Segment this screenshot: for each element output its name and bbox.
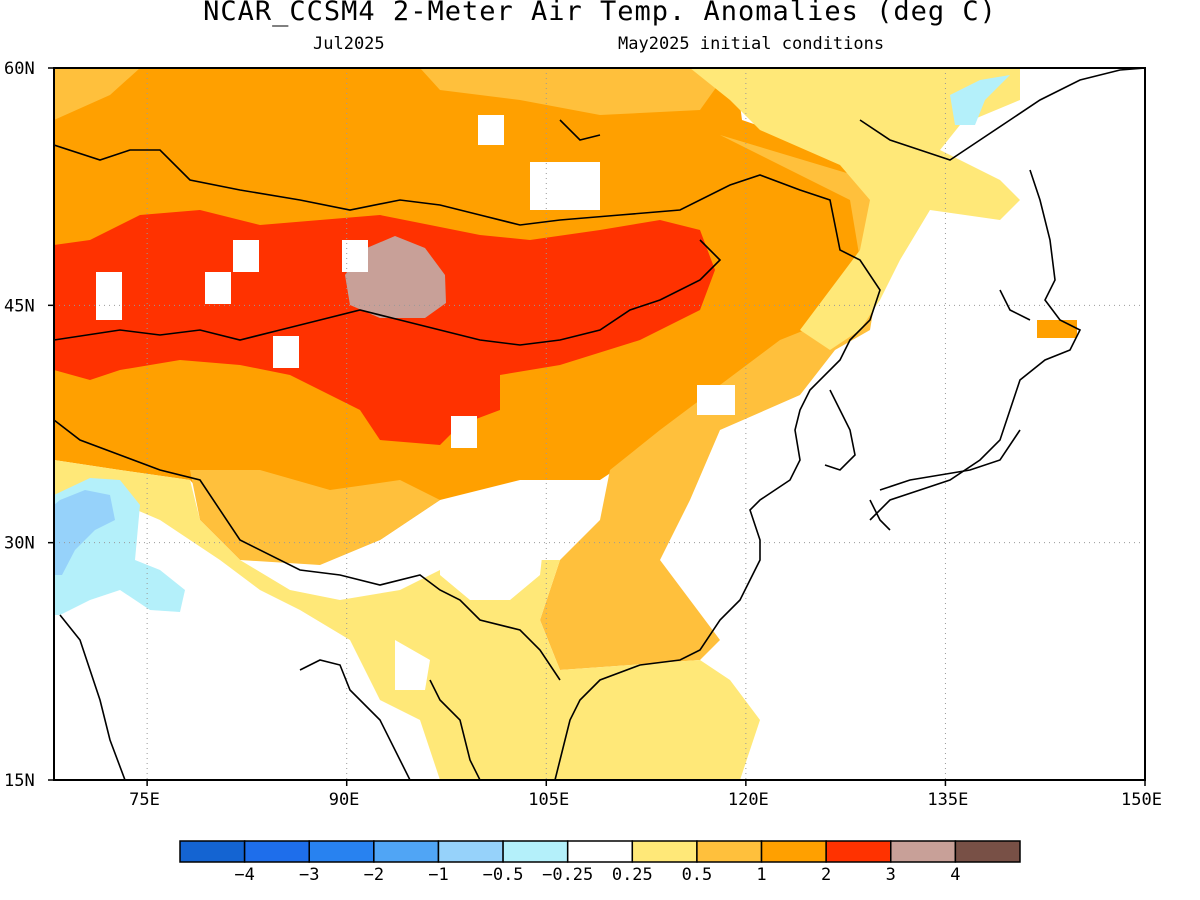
masked-cell — [342, 240, 368, 272]
masked-cell — [96, 272, 122, 320]
colorbar-swatch — [890, 840, 957, 863]
anomaly-region-3to4 — [345, 236, 446, 318]
colorbar-label: 2 — [821, 865, 831, 885]
anomaly-region-neg1to0.5 — [54, 490, 115, 575]
masked-cell — [530, 162, 600, 210]
colorbar-label: −3 — [299, 865, 319, 885]
masked-cell — [697, 385, 735, 415]
colorbar-swatch — [243, 840, 310, 863]
colorbar-label: 1 — [756, 865, 766, 885]
lon-tick-label: 105E — [528, 790, 569, 810]
initial-conditions-label: May2025 initial conditions — [618, 34, 885, 54]
masked-cell — [705, 520, 737, 550]
colorbar-swatch — [566, 840, 634, 863]
colorbar-swatch — [825, 840, 892, 863]
colorbar-swatch — [954, 840, 1021, 863]
masked-cell — [478, 115, 504, 145]
anomaly-region-2to3 — [54, 210, 715, 445]
masked-cell — [451, 416, 477, 448]
forecast-month: Jul2025 — [313, 34, 385, 54]
colorbar-label: −2 — [364, 865, 384, 885]
map-gridlines — [54, 68, 1145, 780]
lon-tick-label: 120E — [728, 790, 769, 810]
colorbar-swatch — [179, 840, 246, 863]
lat-tick-label: 45N — [4, 296, 35, 316]
masked-cell — [273, 336, 299, 368]
anomaly-region-0.5to1 — [54, 68, 900, 670]
masked-cell — [233, 240, 259, 272]
lon-tick-label: 90E — [329, 790, 360, 810]
lon-tick-label: 135E — [927, 790, 968, 810]
colorbar-label: −1 — [428, 865, 448, 885]
colorbar-label: 0.5 — [682, 865, 713, 885]
map-frame — [53, 67, 1146, 781]
anomaly-region-near-zero — [54, 505, 545, 780]
colorbar-swatch — [437, 840, 504, 863]
lon-tick-label: 150E — [1121, 790, 1162, 810]
colorbar-label: −0.25 — [542, 865, 593, 885]
lat-tick-label: 30N — [4, 534, 35, 554]
anomaly-field — [54, 68, 1145, 780]
colorbar-swatch — [760, 840, 827, 863]
lat-tick-label: 60N — [4, 59, 35, 79]
colorbar-label: 0.25 — [612, 865, 653, 885]
anomaly-region-hokkaido — [1037, 320, 1077, 338]
masked-cell — [205, 272, 231, 304]
lat-tick-label: 15N — [4, 771, 35, 791]
map-title: NCAR_CCSM4 2-Meter Air Temp. Anomalies (… — [203, 0, 997, 27]
colorbar-swatch — [373, 840, 440, 863]
colorbar-swatch — [696, 840, 763, 863]
colorbar-swatch — [308, 840, 375, 863]
coastlines — [54, 68, 1145, 780]
lon-tick-label: 75E — [129, 790, 160, 810]
colorbar-label: −4 — [234, 865, 254, 885]
colorbar: −4 −3 −2 −1 −0.5 −0.25 0.25 0.5 1 2 3 4 — [179, 840, 1021, 885]
map-axes: 75E 90E 105E 120E 135E 150E 60N 45N 30N 15N — [4, 59, 1162, 810]
colorbar-label: 4 — [950, 865, 960, 885]
colorbar-label: 3 — [886, 865, 896, 885]
colorbar-label: −0.5 — [483, 865, 524, 885]
colorbar-swatch — [502, 840, 569, 863]
anomaly-region-0.25to0.5 — [54, 68, 1020, 780]
colorbar-swatch — [631, 840, 698, 863]
